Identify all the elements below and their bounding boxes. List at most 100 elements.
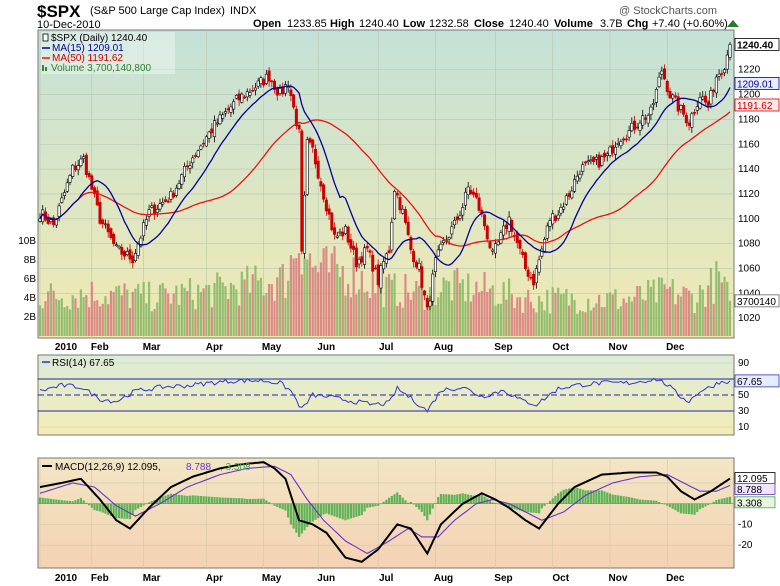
macd-hist-bar — [344, 503, 347, 521]
macd-hist-bar — [267, 502, 271, 504]
candle-body — [387, 250, 391, 254]
candle-body — [264, 73, 268, 84]
volume-bar — [644, 300, 647, 336]
volume-bar — [426, 305, 429, 336]
volume-bar — [319, 262, 323, 336]
candle-body — [112, 233, 116, 244]
candle-body — [177, 183, 181, 189]
month-label: Jul — [379, 573, 394, 584]
volume-bar — [259, 277, 263, 336]
macd-hist-bar — [412, 503, 415, 505]
candle-body — [409, 237, 413, 251]
candle-body — [333, 227, 337, 235]
macd-hist-bar — [314, 503, 317, 520]
volume-bar — [581, 311, 584, 336]
macd-hist-bar — [660, 503, 663, 504]
month-axis-top: 2010 Feb Mar Apr May Jun Jul Aug Sep Oct Nov Dec — [55, 342, 685, 353]
volume-bar — [104, 296, 107, 336]
macd-hist-bar — [207, 496, 211, 504]
rsi-tick-label: 30 — [738, 406, 750, 417]
candle-body — [153, 204, 157, 215]
candle-body — [46, 216, 50, 224]
volume-bar — [169, 303, 173, 336]
volume-bar — [341, 265, 344, 336]
macd-hist-bar — [494, 502, 497, 504]
month-label: May — [262, 342, 282, 353]
volume-bar — [355, 294, 358, 336]
candle-body — [158, 203, 162, 210]
macd-hist-bar — [82, 500, 85, 504]
candle-body — [458, 215, 462, 219]
volume-tick-label: 4B — [24, 293, 37, 304]
candle-body — [646, 115, 650, 124]
candle-body — [690, 113, 694, 128]
candle-body — [185, 165, 189, 167]
macd-hist-bar — [570, 487, 573, 504]
candle-body — [521, 251, 525, 255]
volume-bar — [709, 268, 713, 336]
volume-bar — [696, 302, 699, 336]
candle-body — [581, 164, 585, 172]
macd-hist-bar — [510, 503, 513, 509]
candle-body — [491, 249, 495, 252]
volume-bar — [407, 292, 410, 336]
macd-hist-bar — [396, 492, 399, 504]
volume-bar — [379, 278, 383, 336]
candle-body — [425, 297, 429, 308]
volume-bar — [327, 272, 331, 336]
candle-body — [232, 101, 236, 110]
macd-hist-bar — [322, 503, 325, 515]
volume-bar — [68, 309, 72, 336]
candle-body — [163, 199, 167, 202]
candle-body — [641, 115, 645, 126]
volume-bar — [611, 294, 614, 336]
candle-body — [668, 90, 672, 99]
close-value: 1240.40 — [509, 18, 549, 30]
macd-hist-bar — [289, 503, 293, 525]
volume-bar — [570, 293, 573, 336]
candle-body — [98, 202, 102, 224]
candle-body — [423, 290, 427, 296]
macd-histogram — [38, 487, 732, 537]
macd-hist-bar — [633, 498, 636, 504]
volume-bar — [52, 290, 55, 336]
macd-hist-bar — [368, 503, 372, 508]
macd-hist-bar — [483, 496, 486, 504]
candle-body — [376, 264, 380, 286]
volume-bar — [191, 299, 194, 336]
volume-bar — [126, 289, 129, 336]
volume-bar — [723, 276, 726, 336]
macd-hist-bar — [216, 497, 219, 504]
volume-bar — [614, 289, 617, 336]
open-value: 1233.85 — [287, 18, 327, 30]
candle-body — [627, 130, 631, 138]
macd-hist-bar — [398, 495, 402, 504]
macd-hist-bar — [325, 503, 328, 514]
macd-hist-bar — [625, 496, 628, 504]
volume-bar — [308, 253, 312, 336]
macd-hist-bar — [554, 495, 557, 504]
candle-body — [504, 224, 508, 230]
volume-bar — [93, 300, 96, 336]
open-label: Open — [253, 18, 281, 30]
candle-body — [267, 70, 271, 82]
macd-hist-bar — [306, 503, 309, 527]
macd-hist-bar — [79, 497, 83, 504]
candle-body — [390, 221, 394, 251]
volume-bar — [393, 273, 396, 336]
volume-bar — [606, 293, 609, 336]
volume-bar — [289, 255, 293, 336]
volume-bar — [248, 292, 252, 336]
candle-body — [597, 154, 601, 168]
candle-body — [720, 73, 724, 75]
candle-body — [638, 122, 642, 131]
volume-bar — [687, 290, 691, 336]
volume-bar — [371, 273, 374, 336]
candle-body — [150, 205, 154, 208]
candle-body — [559, 207, 563, 214]
volume-bar — [589, 310, 593, 336]
volume-bar — [464, 301, 467, 336]
price-tick-label: 1080 — [738, 239, 761, 250]
rsi-value-tag-box — [734, 374, 780, 388]
candle-body — [477, 197, 481, 211]
